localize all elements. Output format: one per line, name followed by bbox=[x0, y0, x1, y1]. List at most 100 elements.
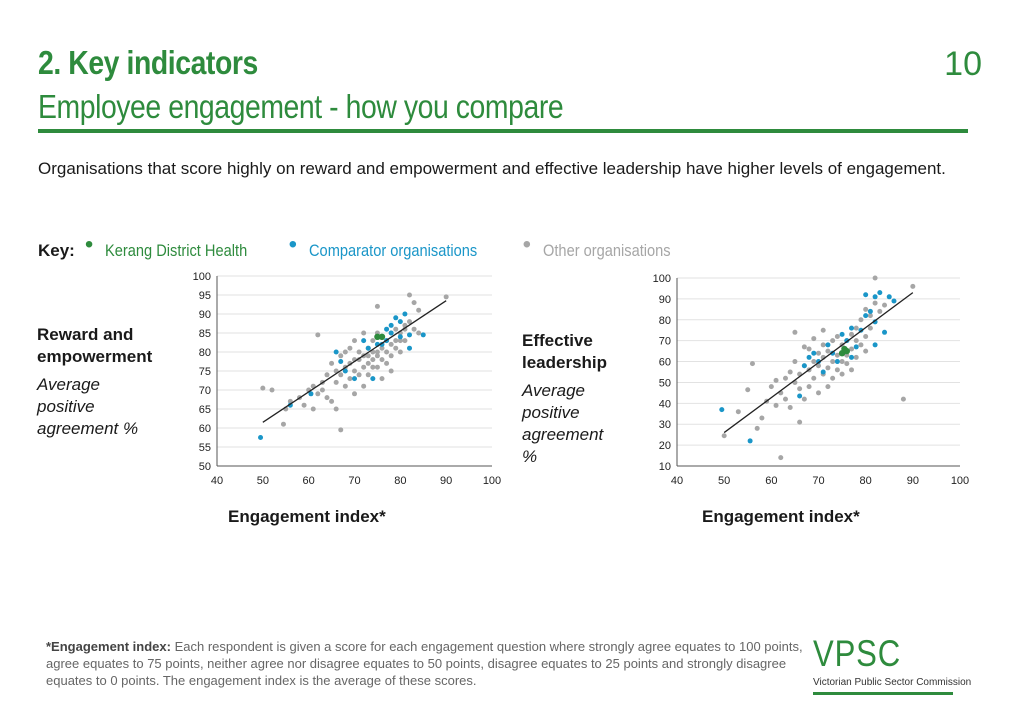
other-point bbox=[411, 326, 417, 332]
other-point bbox=[820, 342, 826, 348]
comparator-point bbox=[811, 350, 817, 356]
right-y-sub-3: agreement bbox=[522, 425, 604, 444]
other-point bbox=[379, 376, 385, 382]
other-point bbox=[782, 375, 788, 381]
other-point bbox=[352, 368, 357, 374]
other-point bbox=[443, 294, 449, 300]
other-point bbox=[347, 376, 353, 382]
other-point bbox=[773, 377, 779, 383]
other-point bbox=[872, 300, 878, 306]
y-tick-label: 20 bbox=[659, 440, 671, 452]
comparator-point bbox=[719, 407, 725, 413]
other-point bbox=[361, 383, 367, 389]
y-tick-label: 90 bbox=[199, 309, 211, 321]
other-point bbox=[801, 344, 807, 350]
x-tick-label: 60 bbox=[765, 475, 777, 487]
other-point bbox=[388, 341, 394, 347]
other-point bbox=[787, 405, 793, 411]
comparator-point bbox=[333, 349, 339, 355]
comparator-point bbox=[393, 315, 399, 321]
other-point bbox=[374, 303, 380, 309]
footnote-bold: *Engagement index: bbox=[46, 639, 171, 654]
other-point bbox=[792, 329, 798, 335]
other-point bbox=[393, 345, 399, 351]
vpsc-logo: VPSC Victorian Public Sector Commission bbox=[813, 633, 971, 695]
right-y-subtitle: Average positive agreement % bbox=[522, 380, 607, 468]
right-y-title-2: leadership bbox=[522, 353, 608, 372]
x-tick-label: 100 bbox=[951, 475, 969, 487]
other-point bbox=[749, 361, 755, 367]
other-point bbox=[811, 375, 817, 381]
x-tick-label: 40 bbox=[671, 475, 683, 487]
y-tick-label: 100 bbox=[653, 273, 671, 285]
header-rule bbox=[38, 129, 968, 133]
x-tick-label: 70 bbox=[812, 475, 824, 487]
y-tick-label: 100 bbox=[193, 271, 211, 283]
x-tick-label: 40 bbox=[211, 475, 223, 487]
other-point bbox=[370, 364, 376, 370]
comparator-point bbox=[384, 326, 390, 332]
other-point bbox=[797, 386, 803, 392]
other-point bbox=[853, 354, 859, 360]
legend: Key: • Kerang District Health • Comparat… bbox=[38, 233, 709, 264]
other-point bbox=[374, 349, 380, 355]
other-point bbox=[361, 330, 367, 336]
left-y-sub-3: agreement % bbox=[37, 419, 139, 438]
other-point bbox=[816, 390, 821, 396]
comparator-point bbox=[849, 325, 855, 331]
y-tick-label: 80 bbox=[659, 315, 671, 327]
x-tick-label: 80 bbox=[394, 475, 406, 487]
other-point bbox=[834, 333, 840, 339]
x-tick-label: 60 bbox=[303, 475, 315, 487]
page-title: 2. Key indicators bbox=[38, 44, 258, 81]
other-point bbox=[342, 383, 348, 389]
other-point bbox=[397, 338, 403, 344]
other-point bbox=[754, 425, 760, 431]
x-tick-label: 90 bbox=[440, 475, 452, 487]
other-point bbox=[370, 357, 376, 363]
comparator-point bbox=[397, 319, 403, 325]
legend-item-kerang: • Kerang District Health bbox=[85, 233, 271, 261]
comparator-point bbox=[820, 369, 826, 375]
other-point bbox=[853, 338, 859, 344]
logo-rule bbox=[813, 692, 953, 695]
other-point bbox=[388, 368, 394, 374]
other-point bbox=[352, 338, 357, 344]
y-tick-label: 85 bbox=[199, 328, 211, 340]
other-point bbox=[384, 349, 390, 355]
other-point bbox=[759, 415, 765, 421]
other-point bbox=[834, 352, 840, 358]
other-point bbox=[269, 387, 275, 393]
other-point bbox=[801, 396, 807, 402]
left-y-subtitle: Average positive agreement % bbox=[37, 374, 152, 440]
right-x-label: Engagement index* bbox=[702, 507, 860, 526]
trend-line bbox=[262, 300, 447, 423]
other-point bbox=[768, 384, 774, 390]
y-tick-label: 50 bbox=[199, 461, 211, 473]
other-point bbox=[374, 353, 380, 359]
comparator-point bbox=[872, 342, 878, 348]
intro-text: Organisations that score highly on rewar… bbox=[38, 159, 946, 178]
other-point bbox=[347, 345, 353, 351]
other-point bbox=[388, 353, 394, 359]
x-tick-label: 90 bbox=[907, 475, 919, 487]
other-point bbox=[301, 402, 307, 408]
comparator-point bbox=[407, 345, 412, 351]
legend-label: Key: bbox=[38, 241, 75, 260]
other-point bbox=[825, 365, 831, 371]
other-point bbox=[778, 455, 784, 461]
other-point bbox=[370, 338, 376, 344]
other-point bbox=[260, 385, 266, 391]
comparator-point bbox=[352, 376, 357, 382]
logo-text: VPSC bbox=[813, 633, 902, 674]
other-point bbox=[356, 372, 362, 378]
other-point bbox=[315, 332, 321, 338]
comparator-point bbox=[872, 319, 878, 325]
x-tick-label: 70 bbox=[348, 475, 360, 487]
left-y-sub-1: Average bbox=[37, 375, 101, 394]
comparator-point bbox=[397, 334, 403, 340]
other-point bbox=[806, 384, 812, 390]
other-point bbox=[773, 402, 779, 408]
other-point bbox=[792, 359, 798, 365]
